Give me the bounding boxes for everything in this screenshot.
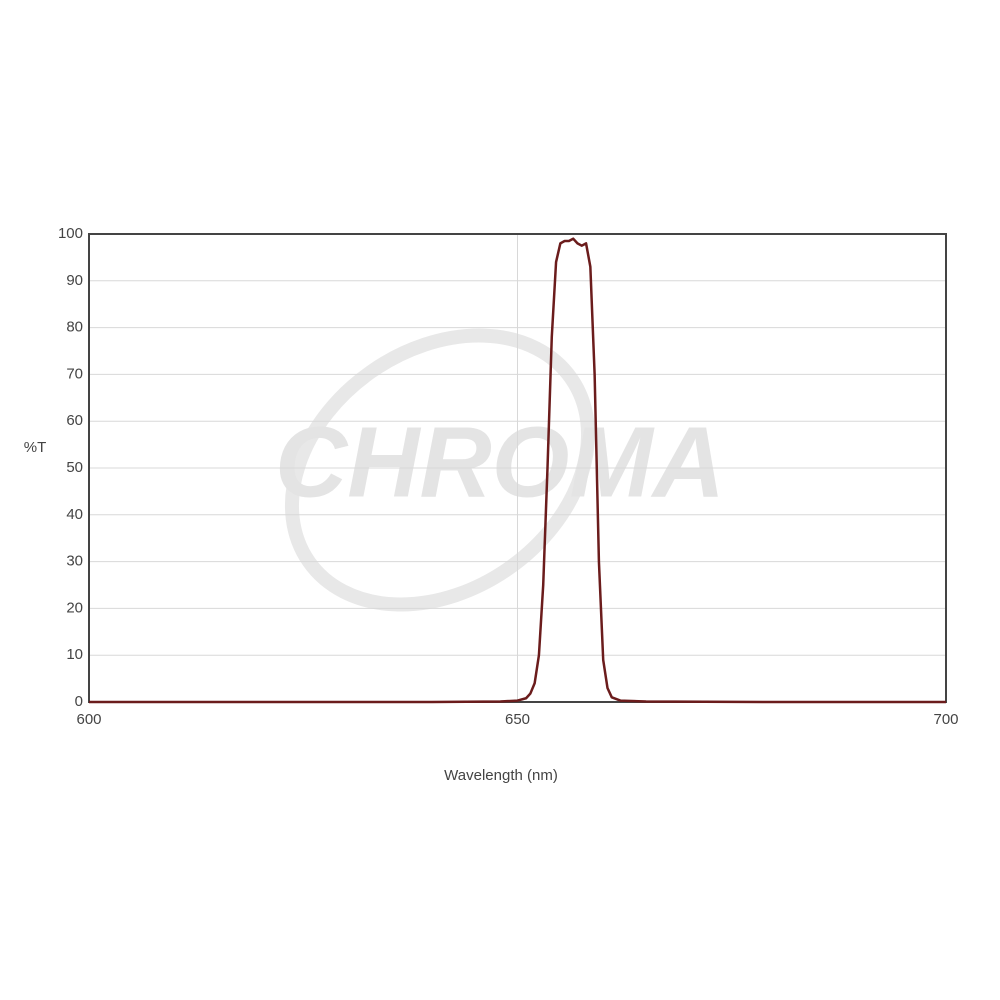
- y-tick-label: 10: [66, 646, 83, 663]
- watermark: CHROMA: [275, 328, 725, 612]
- y-tick-label: 30: [66, 553, 83, 570]
- y-tick-label: 40: [66, 506, 83, 523]
- y-tick-label: 100: [58, 225, 83, 242]
- y-tick-label: 80: [66, 319, 83, 336]
- y-tick-label: 90: [66, 272, 83, 289]
- plot-border: [88, 233, 947, 703]
- series-line: [89, 237, 946, 704]
- x-tick-label: 700: [933, 711, 958, 728]
- x-tick-label: 600: [76, 711, 101, 728]
- y-tick-label: 50: [66, 459, 83, 476]
- x-tick-label: 650: [505, 711, 530, 728]
- watermark-text: CHROMA: [275, 406, 725, 518]
- y-tick-label: 70: [66, 365, 83, 382]
- y-axis-label: %T: [24, 439, 47, 456]
- y-tick-label: 0: [75, 693, 83, 710]
- x-axis-label: Wavelength (nm): [444, 767, 558, 784]
- y-tick-label: 20: [66, 599, 83, 616]
- y-tick-label: 60: [66, 412, 83, 429]
